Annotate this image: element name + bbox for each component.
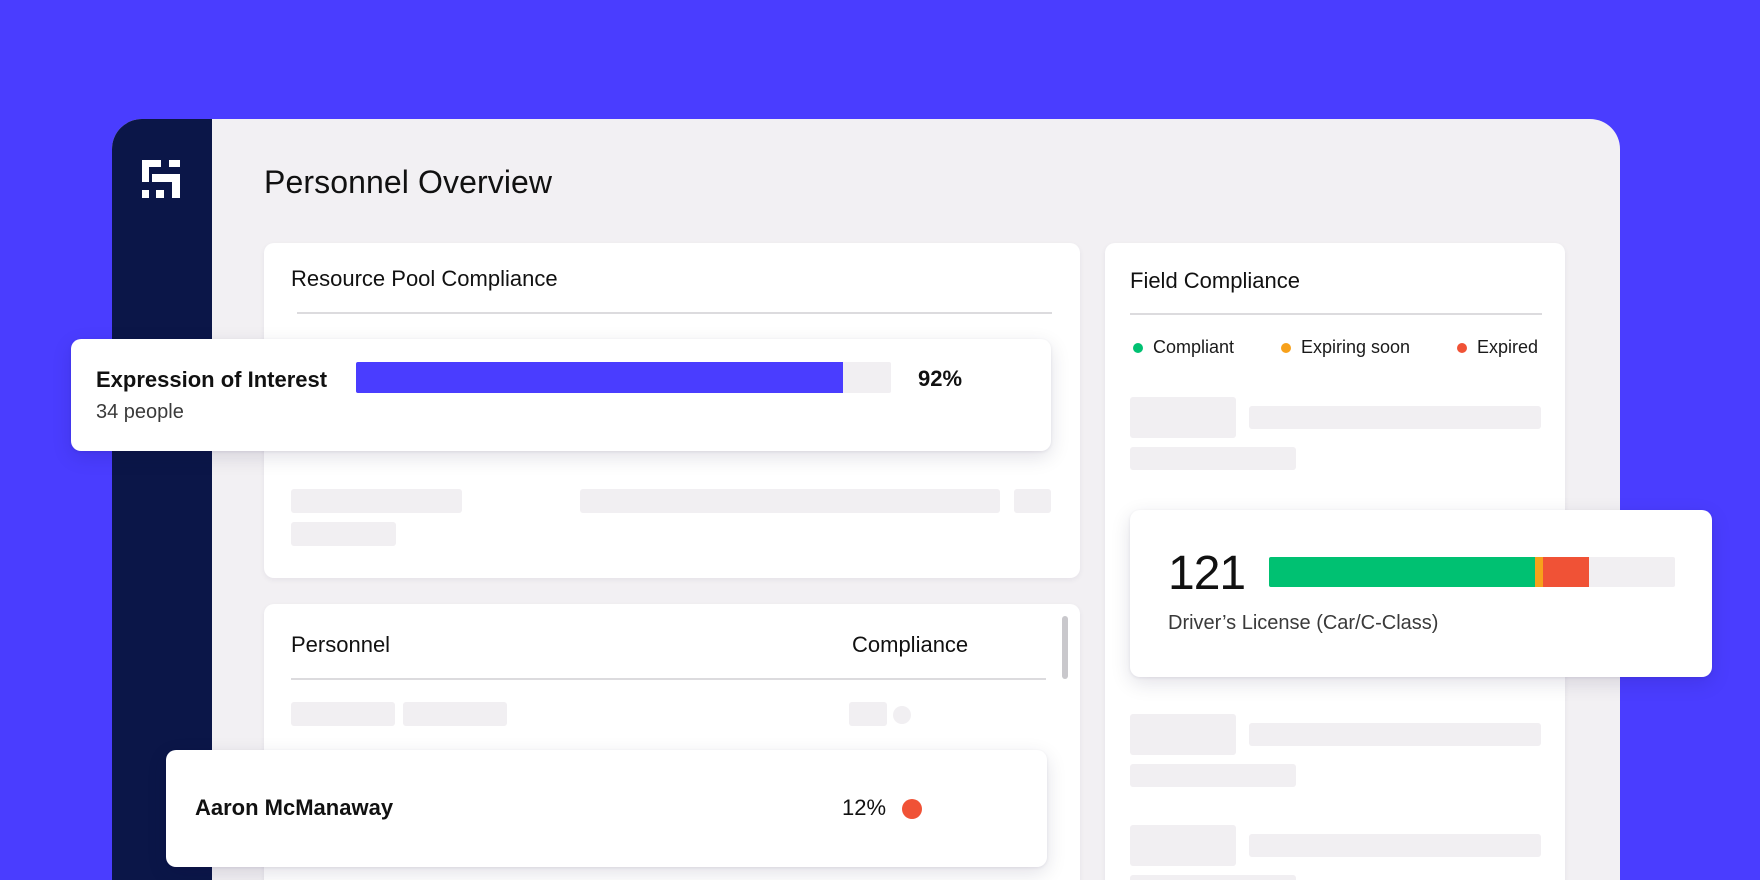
compliant-dot-icon: [1133, 342, 1143, 353]
skeleton-placeholder: [1130, 825, 1236, 866]
legend-label: Expiring soon: [1301, 337, 1411, 357]
skeleton-placeholder: [580, 489, 1000, 513]
skeleton-placeholder: [1130, 764, 1296, 787]
legend-expired: Expired: [1457, 337, 1538, 358]
field-label: Driver’s License (Car/C-Class): [1168, 612, 1439, 634]
table-scrollbar[interactable]: [1062, 616, 1068, 679]
legend-label: Expired: [1477, 337, 1539, 357]
skeleton-placeholder: [291, 489, 462, 513]
expired-dot-icon: [1457, 342, 1467, 353]
skeleton-placeholder: [893, 706, 911, 724]
pool-progress-bar: [356, 362, 891, 393]
divider: [297, 312, 1052, 314]
skeleton-placeholder: [403, 702, 507, 726]
skeleton-placeholder: [1014, 489, 1051, 513]
page-title: Personnel Overview: [264, 164, 553, 200]
skeleton-placeholder: [1249, 834, 1541, 857]
legend-label: Compliant: [1153, 337, 1235, 357]
resource-pool-title: Resource Pool Compliance: [291, 266, 558, 291]
bar-segment-compliant: [1269, 557, 1535, 587]
pool-progress-fill: [356, 362, 843, 393]
column-header-compliance[interactable]: Compliance: [852, 632, 969, 657]
legend-compliant: Compliant: [1133, 337, 1234, 358]
personnel-row-highlight[interactable]: Aaron McManaway 12%: [166, 750, 1047, 867]
skeleton-placeholder: [1130, 875, 1296, 880]
expired-status-dot-icon: [902, 799, 922, 819]
column-header-personnel[interactable]: Personnel: [291, 632, 391, 657]
field-count: 121: [1168, 547, 1246, 600]
skeleton-placeholder: [849, 702, 887, 726]
skeleton-placeholder: [1249, 406, 1541, 429]
bar-segment-expiring: [1535, 557, 1543, 587]
divider: [1130, 313, 1542, 315]
skeleton-placeholder: [1130, 714, 1236, 755]
pool-count: 34 people: [96, 401, 184, 423]
resource-pool-row-highlight[interactable]: Expression of Interest 34 people 92%: [71, 339, 1051, 451]
brand-logo-icon[interactable]: [142, 160, 180, 198]
field-compliance-title: Field Compliance: [1130, 268, 1300, 293]
skeleton-placeholder: [291, 702, 395, 726]
field-compliance-row-highlight[interactable]: 121 Driver’s License (Car/C-Class): [1130, 510, 1712, 677]
skeleton-placeholder: [1249, 723, 1541, 746]
pool-percent: 92%: [918, 366, 963, 391]
field-stacked-bar: [1269, 557, 1675, 587]
bar-segment-expired: [1543, 557, 1589, 587]
skeleton-placeholder: [291, 522, 396, 546]
skeleton-placeholder: [1130, 397, 1236, 438]
divider: [291, 678, 1046, 680]
skeleton-placeholder: [1130, 447, 1296, 470]
pool-name: Expression of Interest: [96, 367, 328, 392]
expiring-dot-icon: [1281, 342, 1291, 353]
personnel-compliance: 12%: [842, 795, 887, 820]
legend-expiring-soon: Expiring soon: [1281, 337, 1410, 358]
personnel-name: Aaron McManaway: [195, 795, 394, 820]
